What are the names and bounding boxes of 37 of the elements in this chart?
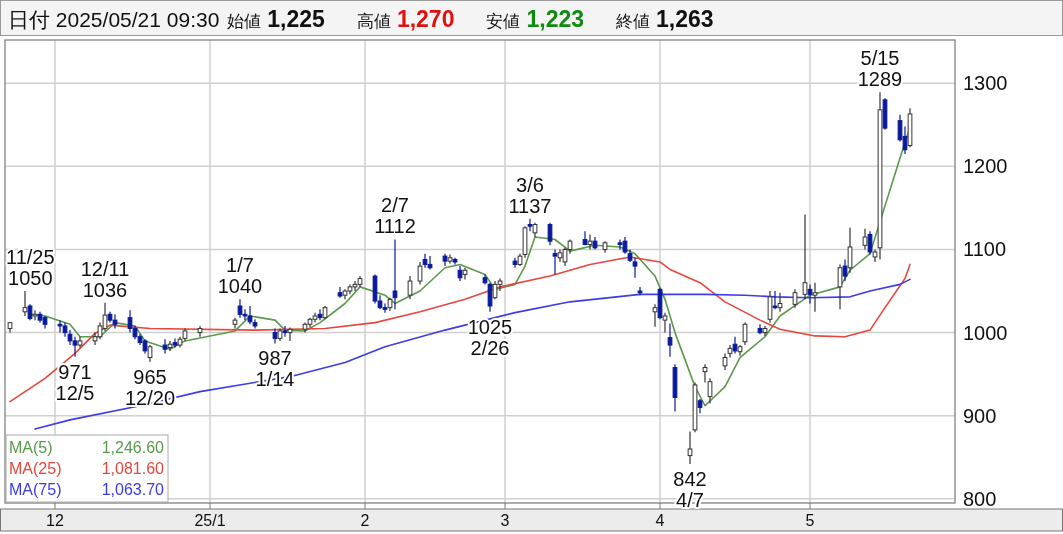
annotation: 1,246.60 bbox=[101, 439, 165, 456]
chart-title: 日付 2025/05/21 09:30 bbox=[8, 8, 220, 31]
annotation: 842 4/7 bbox=[673, 467, 707, 511]
y-tick-label: 1000 bbox=[963, 321, 1008, 344]
annotation: 3/6 1137 bbox=[508, 173, 552, 217]
annotation: 1,081.60 bbox=[101, 460, 165, 477]
text: MA(25) bbox=[9, 460, 62, 477]
text: MA(75) bbox=[9, 481, 62, 498]
text: 1,225 bbox=[267, 6, 326, 32]
text: 安値 bbox=[486, 12, 521, 31]
text: 始値 bbox=[227, 12, 262, 31]
annotation: 5/15 1289 bbox=[857, 47, 903, 91]
annotation: 965 12/20 bbox=[124, 365, 176, 409]
annotation: 11/25 1050 bbox=[6, 246, 55, 290]
x-tick-label: 2 bbox=[360, 512, 370, 529]
annotation: 1,063.70 bbox=[101, 481, 165, 498]
annotation: 2/7 1112 bbox=[374, 194, 416, 238]
x-tick-label: 25/1 bbox=[194, 512, 226, 529]
text: 1,270 bbox=[396, 6, 455, 32]
x-tick-label: 12 bbox=[46, 512, 64, 529]
text: 1,263 bbox=[656, 6, 714, 32]
text: 1,223 bbox=[526, 6, 585, 32]
text: 高値 bbox=[356, 12, 391, 31]
text: 終値 bbox=[615, 12, 651, 31]
annotation: 1025 2/26 bbox=[467, 315, 513, 359]
text: MA(5) bbox=[9, 439, 53, 456]
x-tick-label: 3 bbox=[500, 512, 510, 529]
annotation: 1/7 1040 bbox=[217, 254, 263, 298]
annotation: 12/11 1036 bbox=[80, 257, 130, 301]
y-tick-label: 900 bbox=[963, 404, 997, 427]
y-tick-label: 1300 bbox=[963, 72, 1008, 95]
y-tick-label: 1200 bbox=[963, 155, 1008, 178]
x-tick-label: 4 bbox=[655, 512, 665, 529]
x-tick-label: 5 bbox=[805, 512, 815, 529]
annotation: 971 12/5 bbox=[55, 360, 95, 404]
y-tick-label: 1100 bbox=[963, 238, 1007, 261]
y-tick-label: 800 bbox=[963, 487, 997, 510]
